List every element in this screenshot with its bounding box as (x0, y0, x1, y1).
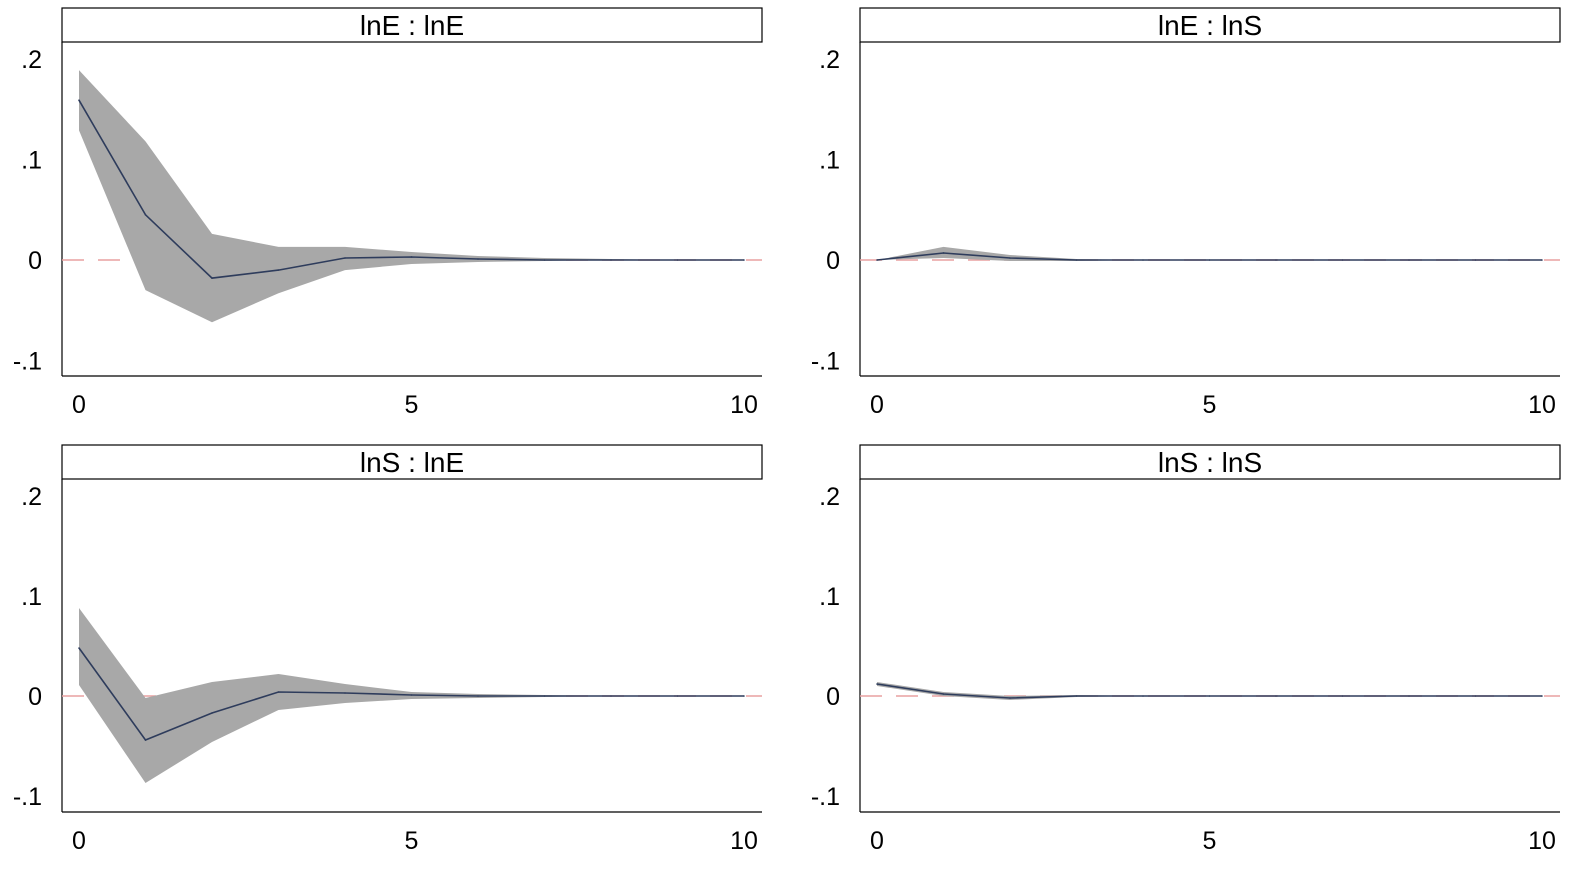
x-tick-label: 10 (1528, 391, 1556, 419)
y-tick-label: -.1 (811, 783, 840, 811)
irf-point (1341, 695, 1344, 697)
irf-point (1075, 695, 1078, 697)
y-tick-label: .2 (21, 483, 42, 511)
irf-point (1009, 257, 1011, 259)
irf-point (942, 693, 945, 695)
irf-point (743, 695, 745, 697)
y-tick-label: -.1 (811, 348, 840, 376)
x-tick-label: 5 (1203, 391, 1217, 419)
y-tick-label: -.1 (13, 348, 42, 376)
irf-point (676, 259, 679, 261)
confidence-band (877, 682, 1542, 700)
chart-panel-1: lnE : lnE -.1 0 .1 .2 0 5 10 (13, 7, 763, 419)
x-tick-label: 5 (405, 391, 419, 419)
irf-point (1541, 259, 1543, 261)
y-tick-label: 0 (826, 683, 840, 711)
panel-header (859, 444, 1561, 480)
panel-header (61, 444, 763, 480)
irf-point (543, 259, 546, 261)
y-tick-label: .1 (819, 147, 840, 175)
irf-point (1408, 259, 1410, 261)
irf-point (477, 695, 479, 697)
irf-point (1142, 695, 1144, 697)
chart-panel-3: lnS : lnE -.1 0 .1 .2 0 5 10 (13, 444, 763, 855)
x-tick-label: 10 (730, 391, 758, 419)
irf-point (1275, 259, 1277, 261)
y-tick-label: .2 (819, 483, 840, 511)
y-tick-label: .1 (21, 583, 42, 611)
irf-point (1208, 259, 1211, 261)
irf-point (78, 647, 80, 649)
irf-point (676, 695, 679, 697)
chart-panel-4: lnS : lnS -.1 0 .1 .2 0 5 10 (811, 444, 1561, 855)
x-tick-label: 0 (870, 391, 884, 419)
irf-point (1009, 697, 1011, 699)
panel-title: lnS : lnE (360, 447, 464, 478)
confidence-band (877, 246, 1542, 261)
x-tick-label: 0 (72, 827, 86, 855)
x-tick-label: 0 (72, 391, 86, 419)
x-tick-label: 0 (870, 827, 884, 855)
irf-point (876, 683, 878, 685)
irf-point (477, 258, 479, 260)
panel-title: lnS : lnS (1158, 447, 1262, 478)
irf-point (344, 257, 346, 259)
irf-point (610, 259, 612, 261)
y-tick-label: -.1 (13, 783, 42, 811)
irf-point (743, 259, 745, 261)
irf-point (211, 712, 213, 714)
chart-panel-2: lnE : lnS -.1 0 .1 .2 0 5 10 (811, 7, 1561, 419)
irf-point (78, 99, 80, 102)
confidence-band (79, 70, 744, 323)
irf-point (1275, 695, 1277, 697)
irf-point (277, 269, 280, 271)
y-tick-label: .1 (21, 147, 42, 175)
irf-point (344, 692, 346, 694)
x-tick-label: 10 (730, 827, 758, 855)
irf-point (942, 252, 945, 254)
irf-point (1075, 259, 1078, 261)
irf-point (1474, 695, 1477, 697)
irf-point (1541, 695, 1543, 697)
panel-header (61, 7, 763, 43)
irf-point (277, 691, 280, 693)
y-tick-label: 0 (826, 247, 840, 275)
irf-point (144, 213, 147, 216)
y-tick-label: .2 (819, 46, 840, 74)
panel-title: lnE : lnS (1158, 10, 1262, 41)
irf-point (1208, 695, 1211, 697)
irf-point (1142, 259, 1144, 261)
irf-point (144, 739, 147, 741)
irf-point (1474, 259, 1477, 261)
irf-point (410, 256, 413, 258)
x-tick-label: 5 (405, 827, 419, 855)
panel-title: lnE : lnE (360, 10, 464, 41)
y-tick-label: 0 (28, 247, 42, 275)
irf-point (1341, 259, 1344, 261)
y-tick-label: .2 (21, 46, 42, 74)
x-tick-label: 5 (1203, 827, 1217, 855)
irf-point (876, 259, 878, 261)
y-tick-label: .1 (819, 583, 840, 611)
irf-point (1408, 695, 1410, 697)
panel-header (859, 7, 1561, 43)
irf-point (410, 694, 413, 696)
irf-point (543, 695, 546, 697)
y-tick-label: 0 (28, 683, 42, 711)
x-tick-label: 10 (1528, 827, 1556, 855)
irf-point (610, 695, 612, 697)
irf-point (211, 277, 213, 279)
